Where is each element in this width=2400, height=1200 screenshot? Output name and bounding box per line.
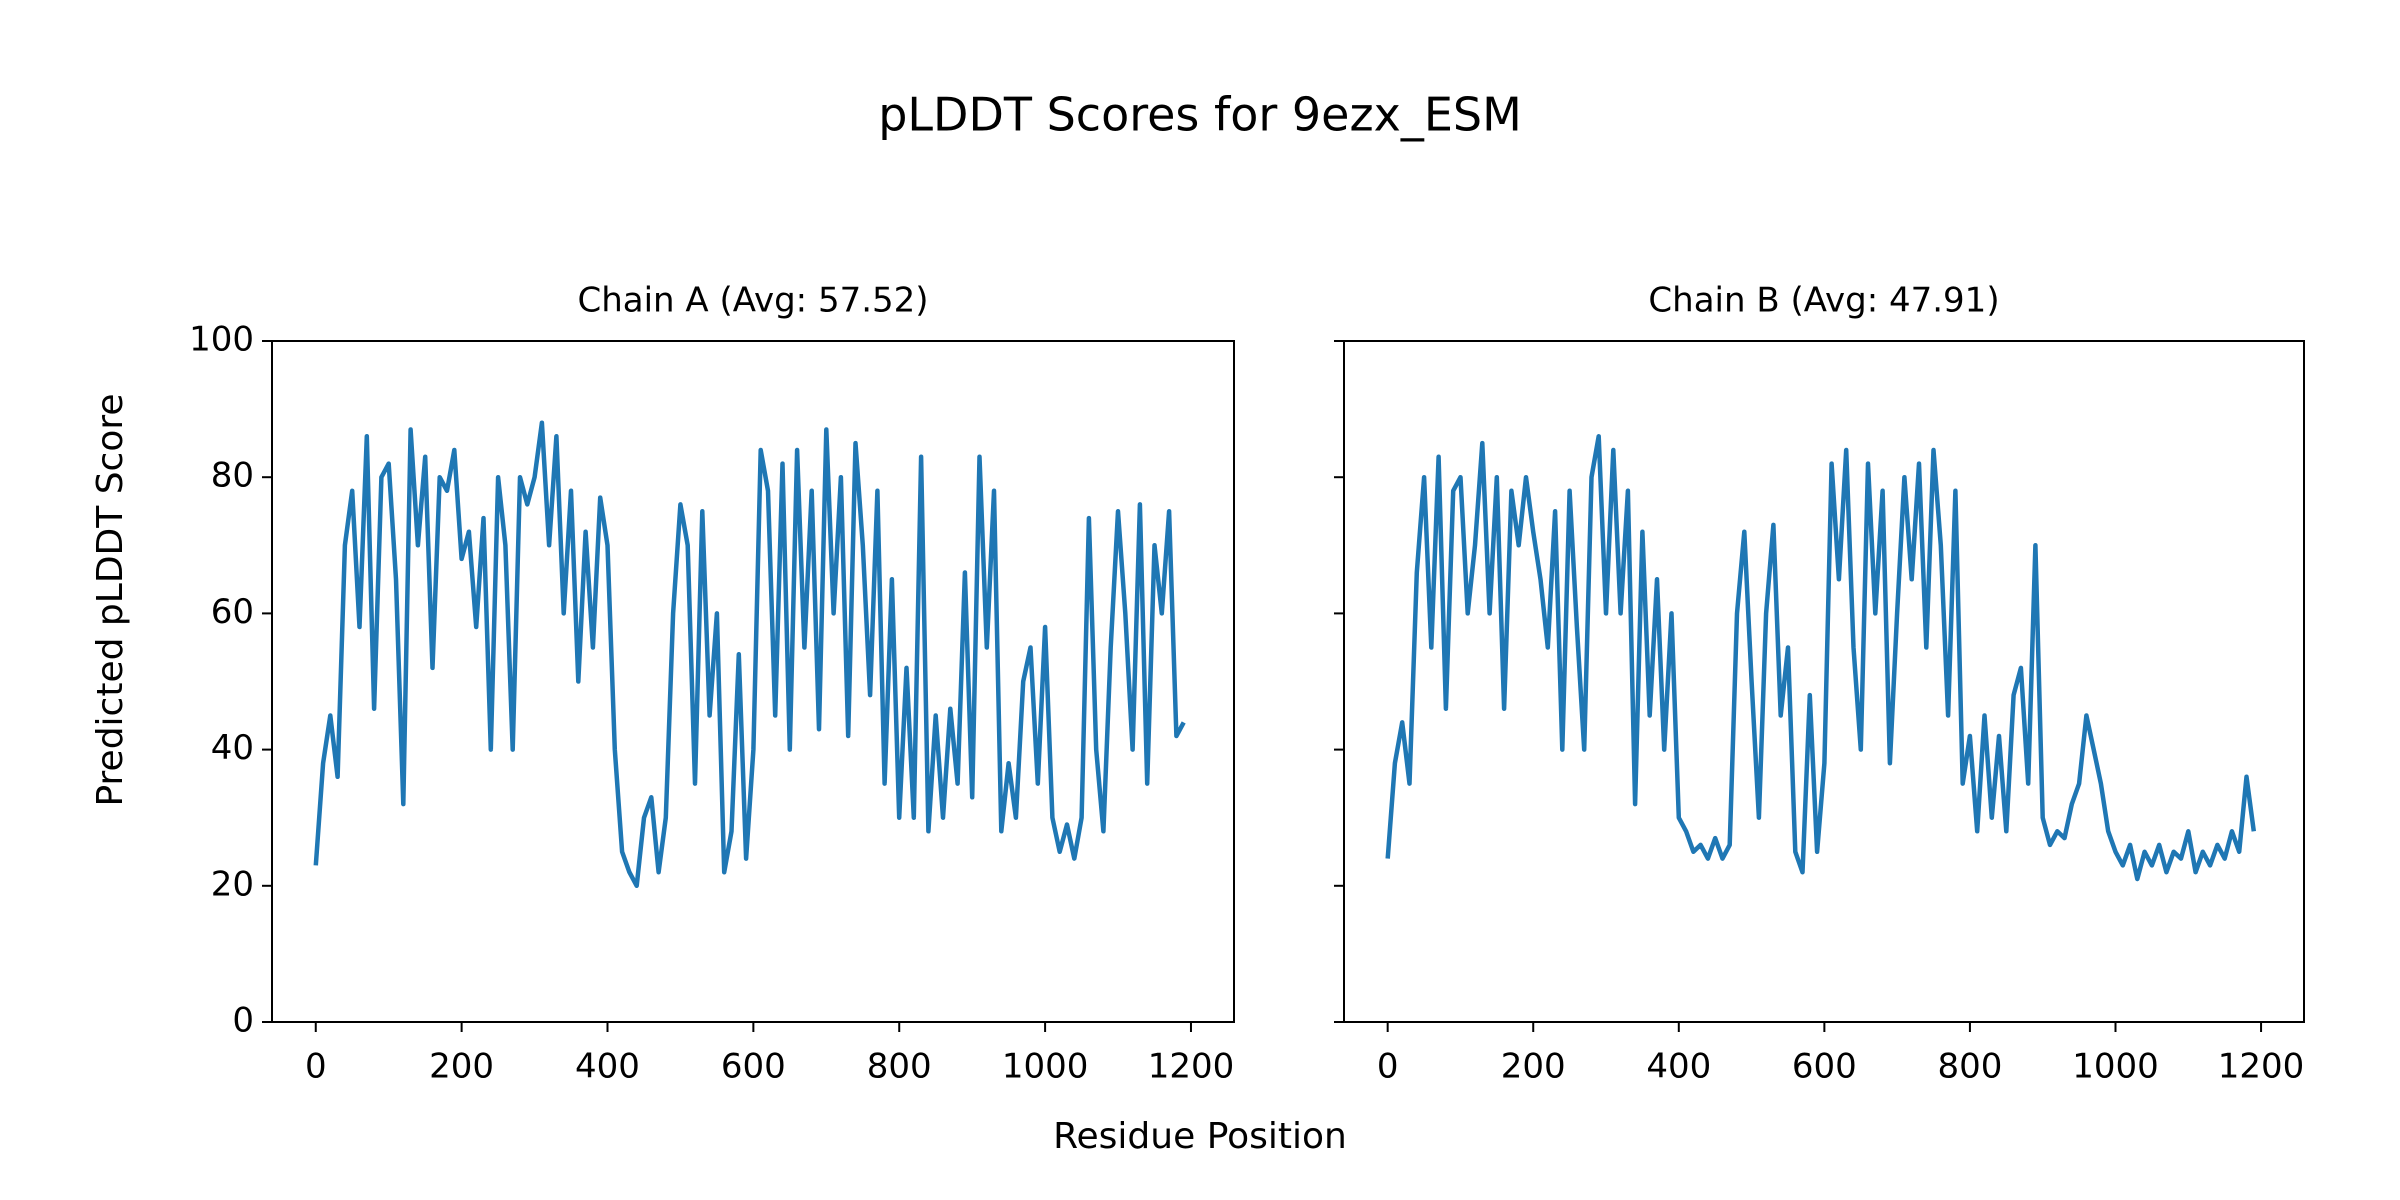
x-tick-label: 1000 bbox=[2072, 1047, 2159, 1087]
y-tick-label: 40 bbox=[211, 728, 254, 768]
x-tick-label: 400 bbox=[575, 1047, 640, 1087]
x-tick-label: 400 bbox=[1646, 1047, 1711, 1087]
axes-frame bbox=[271, 340, 1235, 1023]
subplot-title: Chain B (Avg: 47.91) bbox=[1648, 281, 1999, 321]
x-tick-label: 200 bbox=[1501, 1047, 1566, 1087]
subplot-title: Chain A (Avg: 57.52) bbox=[577, 281, 928, 321]
y-tick-label: 100 bbox=[189, 320, 254, 360]
x-tick-label: 0 bbox=[1377, 1047, 1399, 1087]
x-tick-label: 1000 bbox=[1002, 1047, 1089, 1087]
x-tick-label: 1200 bbox=[2218, 1047, 2305, 1087]
x-tick-label: 600 bbox=[1792, 1047, 1857, 1087]
x-tick-label: 800 bbox=[1937, 1047, 2002, 1087]
y-tick-label: 0 bbox=[232, 1001, 254, 1041]
x-tick-label: 0 bbox=[305, 1047, 327, 1087]
x-tick-label: 200 bbox=[429, 1047, 494, 1087]
y-tick-label: 80 bbox=[211, 456, 254, 496]
x-tick-label: 600 bbox=[721, 1047, 786, 1087]
x-axis-label: Residue Position bbox=[1053, 1116, 1347, 1157]
y-axis-label: Predicted pLDDT Score bbox=[90, 393, 131, 806]
figure-title: pLDDT Scores for 9ezx_ESM bbox=[878, 88, 1522, 142]
line-series bbox=[313, 420, 1186, 889]
line-series bbox=[1385, 434, 2257, 882]
y-tick-label: 20 bbox=[211, 864, 254, 904]
x-tick-label: 800 bbox=[867, 1047, 932, 1087]
x-tick-label: 1200 bbox=[1148, 1047, 1235, 1087]
axes-frame bbox=[1343, 340, 2305, 1023]
y-tick-label: 60 bbox=[211, 592, 254, 632]
